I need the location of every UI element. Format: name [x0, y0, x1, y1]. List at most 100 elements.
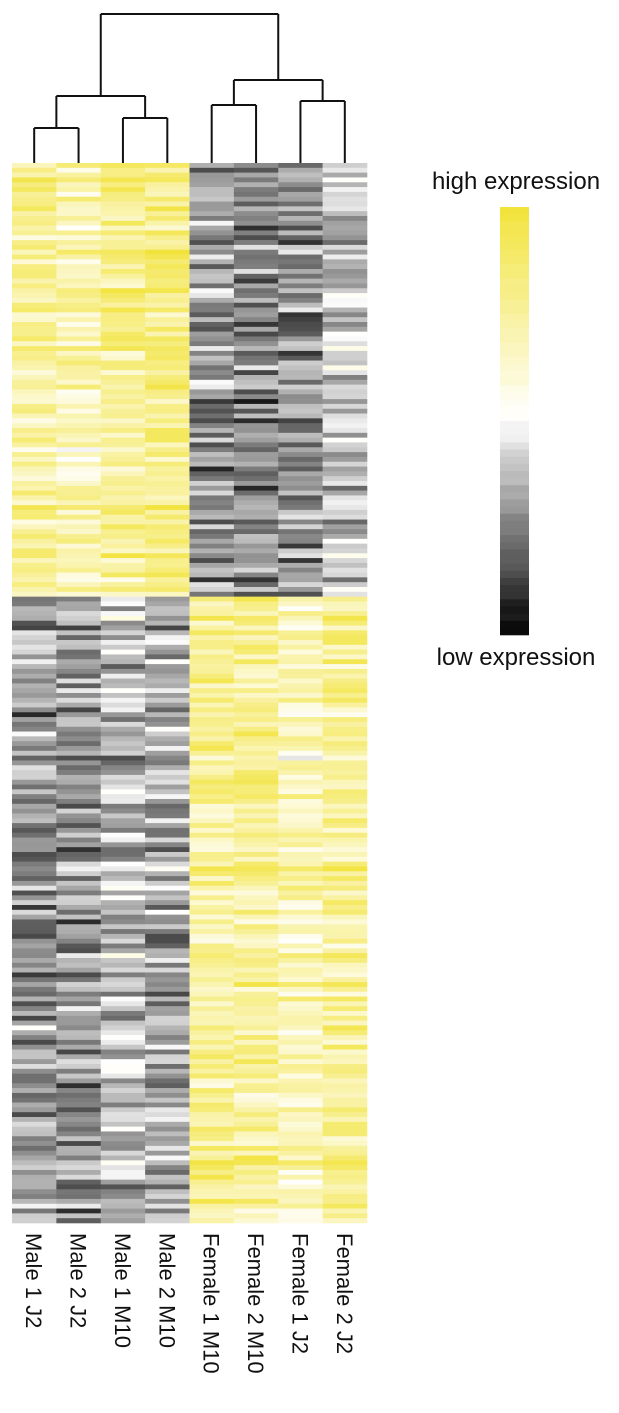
heatmap-cell	[145, 240, 190, 246]
heatmap-cell	[322, 996, 368, 1002]
column-label: Male 1 J2	[21, 1233, 46, 1328]
heatmap-cell	[12, 461, 57, 467]
heatmap-cell	[145, 746, 190, 752]
heatmap-cell	[12, 582, 57, 588]
heatmap-cell	[100, 1131, 146, 1137]
heatmap-cell	[12, 1044, 57, 1050]
legend-stripe	[500, 563, 529, 572]
heatmap-cell	[12, 866, 57, 872]
heatmap-cell	[233, 495, 279, 501]
heatmap-cell	[100, 423, 146, 429]
heatmap-cell	[145, 524, 190, 530]
heatmap-cell	[56, 437, 102, 443]
heatmap-cell	[100, 1126, 146, 1132]
heatmap-cell	[56, 986, 102, 993]
heatmap-cell	[189, 384, 235, 390]
heatmap-cell	[233, 885, 279, 891]
heatmap-cell	[56, 668, 102, 675]
heatmap-cell	[56, 1136, 102, 1142]
heatmap-cell	[233, 538, 279, 544]
heatmap-cell	[233, 986, 279, 993]
heatmap-cell	[12, 490, 57, 496]
heatmap-cell	[322, 683, 368, 689]
heatmap-cell	[56, 514, 102, 520]
heatmap-cell	[100, 991, 146, 997]
heatmap-cell	[189, 307, 235, 313]
heatmap-cell	[12, 644, 57, 650]
heatmap-cell	[12, 167, 57, 173]
heatmap-cell	[12, 900, 57, 906]
heatmap-cell	[56, 1030, 102, 1036]
heatmap-cell	[145, 577, 190, 583]
heatmap-cell	[145, 355, 190, 361]
heatmap-cell	[322, 707, 368, 713]
heatmap-cell	[56, 582, 102, 588]
heatmap-cell	[12, 750, 57, 756]
heatmap-cell	[56, 297, 102, 304]
heatmap-cell	[12, 967, 57, 973]
heatmap-cell	[145, 760, 190, 766]
heatmap-cell	[233, 317, 279, 323]
heatmap-cell	[278, 630, 323, 636]
heatmap-cell	[189, 1025, 235, 1031]
heatmap-cell	[145, 871, 190, 877]
heatmap-cell	[278, 852, 323, 858]
heatmap-cell	[189, 1213, 235, 1219]
heatmap-cell	[189, 543, 235, 549]
heatmap-cell	[56, 832, 102, 838]
heatmap-cell	[233, 1131, 279, 1137]
heatmap-cell	[145, 529, 190, 535]
heatmap-cell	[233, 1020, 279, 1026]
heatmap-cell	[12, 553, 57, 559]
heatmap-cell	[12, 876, 57, 882]
column-label: Female 1 J2	[287, 1233, 312, 1354]
heatmap-cell	[100, 625, 146, 631]
heatmap-cell	[56, 562, 102, 569]
heatmap-cell	[100, 644, 146, 650]
heatmap-cell	[100, 360, 146, 366]
heatmap-cell	[278, 1150, 323, 1156]
heatmap-cell	[12, 187, 57, 193]
heatmap-cell	[145, 938, 190, 944]
heatmap-cell	[145, 615, 190, 622]
heatmap-cell	[322, 1097, 368, 1103]
heatmap-cell	[12, 664, 57, 670]
heatmap-cell	[145, 953, 190, 959]
heatmap-cell	[100, 649, 146, 655]
heatmap-cell	[278, 1092, 323, 1099]
heatmap-cell	[189, 1001, 235, 1007]
heatmap-cell	[12, 399, 57, 405]
heatmap-cell	[322, 471, 368, 477]
heatmap-cell	[56, 259, 102, 265]
heatmap-cell	[145, 890, 190, 896]
heatmap-cell	[100, 794, 146, 800]
heatmap-cell	[189, 789, 235, 795]
heatmap-cell	[100, 1097, 146, 1103]
heatmap-cell	[12, 693, 57, 699]
heatmap-cell	[12, 736, 57, 742]
heatmap-cell	[233, 220, 279, 226]
heatmap-cell	[12, 615, 57, 622]
legend-stripe	[500, 392, 529, 400]
heatmap-cell	[189, 1208, 235, 1214]
heatmap-cell	[278, 283, 323, 289]
heatmap-cell	[12, 500, 57, 506]
heatmap-cell	[322, 876, 368, 882]
heatmap-cell	[12, 1136, 57, 1142]
heatmap-cell	[233, 938, 279, 944]
heatmap-cell	[278, 726, 323, 732]
heatmap-cell	[233, 346, 279, 352]
heatmap-cell	[189, 765, 235, 771]
heatmap-cell	[145, 235, 190, 241]
heatmap-cell	[100, 1112, 146, 1118]
heatmap-cell	[189, 182, 235, 188]
heatmap-cell	[233, 601, 279, 607]
heatmap-cell	[145, 866, 190, 872]
heatmap-cell	[12, 360, 57, 366]
heatmap-cell	[278, 375, 323, 381]
heatmap-cell	[233, 953, 279, 959]
heatmap-cell	[100, 890, 146, 896]
heatmap-cell	[12, 278, 57, 284]
heatmap-cell	[189, 842, 235, 848]
heatmap-cell	[56, 538, 102, 544]
